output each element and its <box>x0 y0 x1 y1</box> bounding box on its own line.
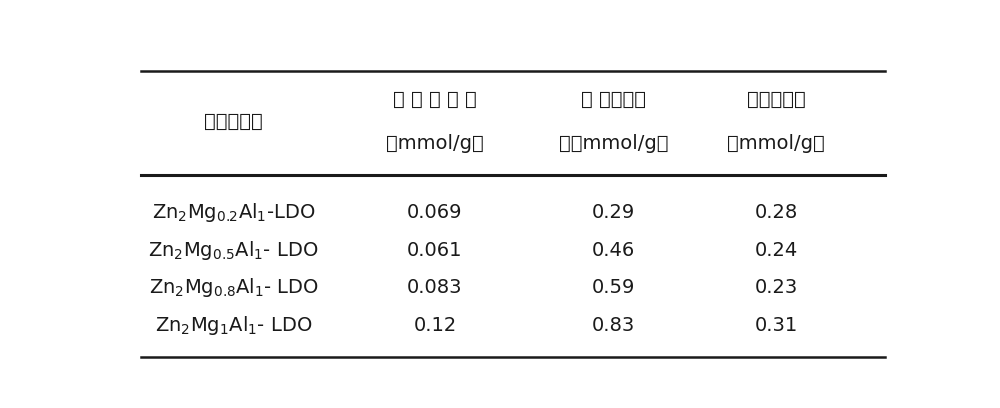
Text: 量（mmol/g）: 量（mmol/g） <box>558 134 668 153</box>
Text: 0.083: 0.083 <box>407 278 463 297</box>
Text: 0.061: 0.061 <box>407 241 463 259</box>
Text: Zn$_2$Mg$_1$Al$_1$- LDO: Zn$_2$Mg$_1$Al$_1$- LDO <box>155 314 312 337</box>
Text: 强酸性位量: 强酸性位量 <box>747 90 805 109</box>
Text: 0.12: 0.12 <box>413 316 457 335</box>
Text: （mmol/g）: （mmol/g） <box>386 134 484 153</box>
Text: Zn$_2$Mg$_{0.8}$Al$_1$- LDO: Zn$_2$Mg$_{0.8}$Al$_1$- LDO <box>149 276 318 299</box>
Text: 0.29: 0.29 <box>592 203 635 222</box>
Text: （mmol/g）: （mmol/g） <box>727 134 825 153</box>
Text: 水滑石助剂: 水滑石助剂 <box>204 112 263 131</box>
Text: 中 强酸性位: 中 强酸性位 <box>581 90 646 109</box>
Text: Zn$_2$Mg$_{0.2}$Al$_1$-LDO: Zn$_2$Mg$_{0.2}$Al$_1$-LDO <box>152 201 315 224</box>
Text: 0.28: 0.28 <box>754 203 798 222</box>
Text: 弱 酸 性 位 量: 弱 酸 性 位 量 <box>393 90 477 109</box>
Text: 0.83: 0.83 <box>592 316 635 335</box>
Text: Zn$_2$Mg$_{0.5}$Al$_1$- LDO: Zn$_2$Mg$_{0.5}$Al$_1$- LDO <box>148 239 319 262</box>
Text: 0.46: 0.46 <box>592 241 635 259</box>
Text: 0.069: 0.069 <box>407 203 463 222</box>
Text: 0.23: 0.23 <box>754 278 798 297</box>
Text: 0.59: 0.59 <box>592 278 635 297</box>
Text: 0.24: 0.24 <box>754 241 798 259</box>
Text: 0.31: 0.31 <box>754 316 798 335</box>
